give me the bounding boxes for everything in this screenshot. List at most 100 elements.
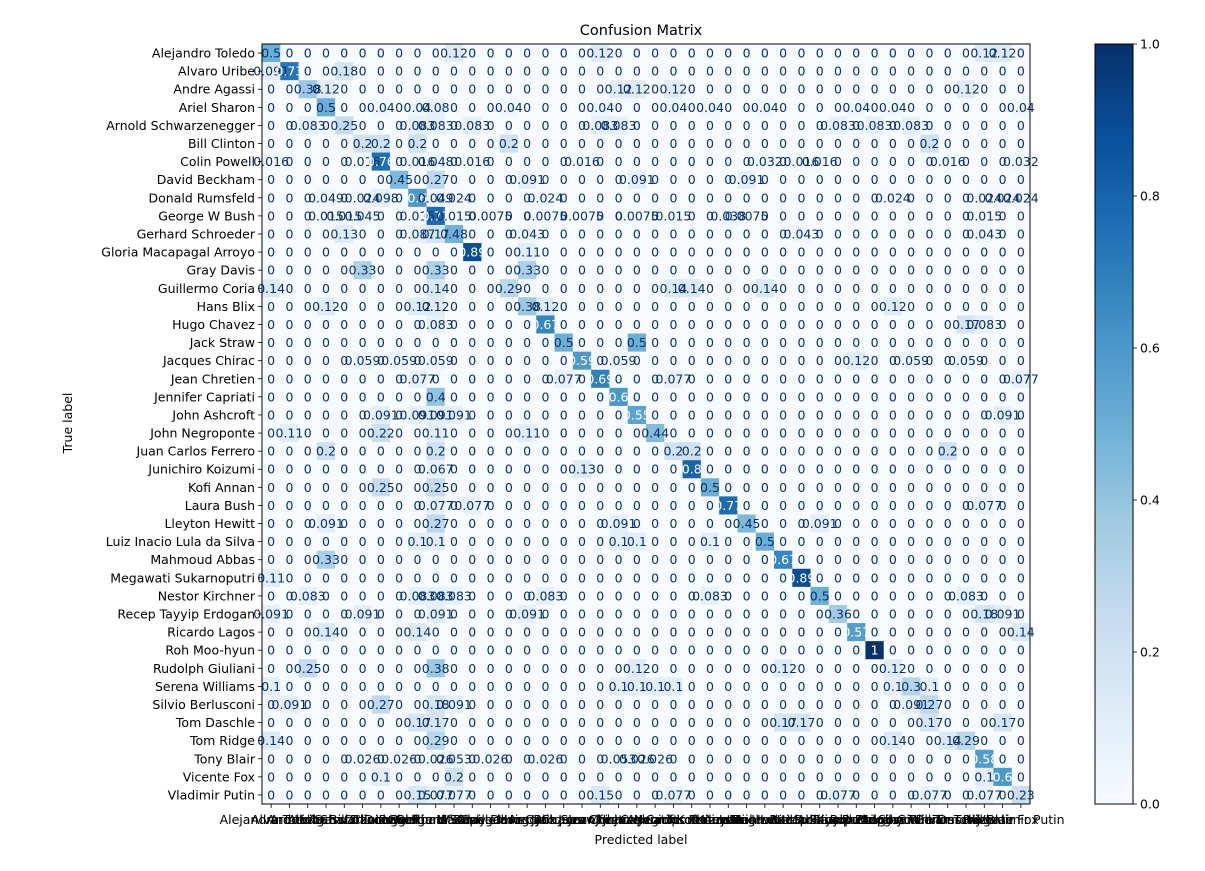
cell-value: 0 bbox=[834, 299, 842, 314]
heatmap-cell bbox=[792, 424, 811, 443]
cell-value: 0 bbox=[651, 245, 659, 260]
cell-value: 0 bbox=[688, 64, 696, 79]
heatmap-cell bbox=[554, 405, 574, 425]
heatmap-cell bbox=[463, 405, 482, 425]
cell-value: 0 bbox=[706, 371, 714, 386]
heatmap-cell bbox=[847, 170, 866, 190]
cell-value: 0 bbox=[962, 335, 970, 350]
cell-value: 0 bbox=[487, 552, 495, 567]
cell-value: 0 bbox=[578, 769, 586, 784]
cell-value: 0 bbox=[797, 245, 805, 260]
cell-value: 0 bbox=[743, 787, 751, 802]
cell-value: 0 bbox=[596, 697, 604, 712]
heatmap-cell bbox=[335, 333, 354, 352]
heatmap-cell bbox=[664, 243, 683, 262]
cell-value: 0 bbox=[578, 733, 586, 748]
cell-value: 0 bbox=[688, 118, 696, 133]
cell-value: 0 bbox=[980, 534, 988, 549]
cell-value: 0 bbox=[596, 281, 604, 296]
cell-value: 0 bbox=[925, 245, 933, 260]
cell-value: 0 bbox=[468, 607, 476, 622]
cell-value: 0 bbox=[615, 64, 623, 79]
cell-value: 0 bbox=[925, 625, 933, 640]
heatmap-cell bbox=[737, 170, 757, 190]
cell-value: 0 bbox=[560, 136, 568, 151]
cell-value: 0 bbox=[962, 46, 970, 61]
cell-value: 0 bbox=[322, 389, 330, 404]
cell-value: 0 bbox=[907, 426, 915, 441]
cell-value: 0 bbox=[724, 407, 732, 422]
heatmap-cell bbox=[316, 369, 336, 389]
heatmap-cell bbox=[499, 44, 519, 63]
heatmap-cell bbox=[664, 297, 683, 316]
cell-value: 0 bbox=[651, 588, 659, 603]
heatmap-cell bbox=[682, 170, 702, 190]
cell-value: 0 bbox=[505, 389, 513, 404]
heatmap-cell bbox=[664, 206, 683, 226]
heatmap-cell bbox=[353, 315, 373, 334]
cell-value: 0 bbox=[724, 281, 732, 296]
cell-value: 0 bbox=[450, 570, 458, 585]
cell-value: 0 bbox=[322, 462, 330, 477]
heatmap-cell bbox=[646, 170, 665, 190]
heatmap-cell bbox=[262, 188, 281, 208]
cell-value: 0.57 bbox=[842, 625, 870, 640]
heatmap-cell bbox=[883, 98, 903, 117]
heatmap-cell bbox=[609, 44, 629, 63]
heatmap-cell bbox=[280, 424, 299, 443]
cell-value: 0 bbox=[962, 661, 970, 676]
heatmap-cell bbox=[481, 116, 501, 135]
heatmap-cell bbox=[719, 152, 738, 171]
heatmap-cell bbox=[664, 405, 683, 425]
cell-value: 0.23 bbox=[1007, 787, 1035, 802]
cell-value: 0 bbox=[395, 462, 403, 477]
cell-value: 0 bbox=[340, 172, 348, 187]
cell-value: 0 bbox=[688, 751, 696, 766]
heatmap-cell bbox=[828, 170, 848, 190]
cell-value: 0 bbox=[980, 552, 988, 567]
cell-value: 0.091 bbox=[345, 607, 381, 622]
heatmap-cell bbox=[335, 152, 354, 171]
cell-value: 0 bbox=[413, 733, 421, 748]
cell-value: 0 bbox=[267, 371, 275, 386]
cell-value: 0 bbox=[487, 715, 495, 730]
cell-value: 0 bbox=[285, 245, 293, 260]
cell-value: 0 bbox=[505, 697, 513, 712]
cell-value: 0 bbox=[285, 643, 293, 658]
cell-value: 0 bbox=[523, 118, 531, 133]
cell-value: 0.29 bbox=[422, 733, 450, 748]
cell-value: 0.69 bbox=[586, 371, 614, 386]
cell-value: 0.04 bbox=[586, 100, 614, 115]
cell-value: 0 bbox=[724, 263, 732, 278]
heatmap-cell bbox=[371, 152, 391, 171]
cell-value: 0 bbox=[541, 715, 549, 730]
cell-value: 0 bbox=[560, 697, 568, 712]
cell-value: 0 bbox=[359, 100, 367, 115]
heatmap-cell bbox=[591, 206, 610, 226]
heatmap-cell bbox=[481, 98, 501, 117]
heatmap-cell bbox=[371, 315, 391, 334]
cell-value: 0 bbox=[633, 552, 641, 567]
cell-value: 0 bbox=[871, 697, 879, 712]
cell-value: 0 bbox=[304, 371, 312, 386]
heatmap-cell bbox=[481, 351, 501, 371]
cell-value: 0 bbox=[322, 118, 330, 133]
colorbar-tick-label: 0.4 bbox=[1140, 493, 1160, 508]
cell-value: 0 bbox=[944, 118, 952, 133]
heatmap-cell bbox=[774, 224, 793, 244]
cell-value: 0 bbox=[797, 208, 805, 223]
cell-value: 0 bbox=[669, 462, 677, 477]
cell-value: 0 bbox=[999, 516, 1007, 531]
cell-value: 0 bbox=[779, 118, 787, 133]
cell-value: 0 bbox=[852, 462, 860, 477]
cell-value: 0 bbox=[925, 227, 933, 242]
cell-value: 0 bbox=[578, 82, 586, 97]
heatmap-cell bbox=[1011, 188, 1031, 208]
heatmap-cell bbox=[335, 243, 354, 262]
cell-value: 0.89 bbox=[788, 570, 816, 585]
heatmap-cell bbox=[426, 98, 446, 117]
cell-value: 0 bbox=[541, 335, 549, 350]
cell-value: 0 bbox=[322, 480, 330, 495]
cell-value: 0 bbox=[871, 715, 879, 730]
heatmap-cell bbox=[536, 279, 555, 298]
